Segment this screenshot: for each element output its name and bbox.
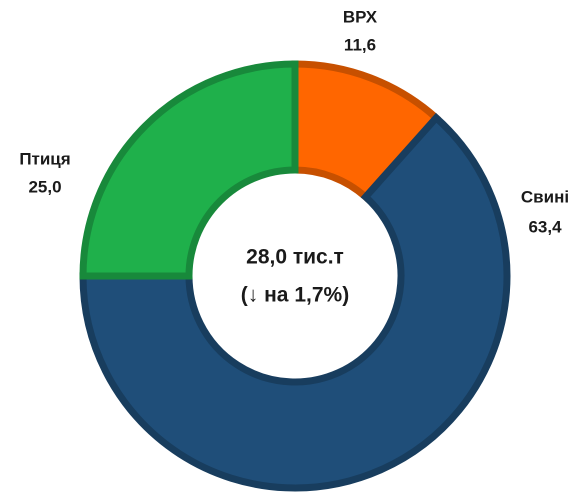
value-label: 11,6 bbox=[344, 35, 376, 54]
center-change: (↓ на 1,7%) bbox=[241, 284, 349, 307]
category-label: Птиця bbox=[19, 149, 70, 168]
category-label: ВРХ bbox=[343, 7, 378, 26]
center-total: 28,0 тис.т bbox=[246, 246, 344, 269]
category-label: Свині bbox=[521, 187, 569, 206]
donut-segment bbox=[79, 60, 299, 280]
donut-segment bbox=[79, 112, 511, 492]
value-label: 25,0 bbox=[28, 177, 61, 196]
value-label: 63,4 bbox=[528, 217, 562, 236]
